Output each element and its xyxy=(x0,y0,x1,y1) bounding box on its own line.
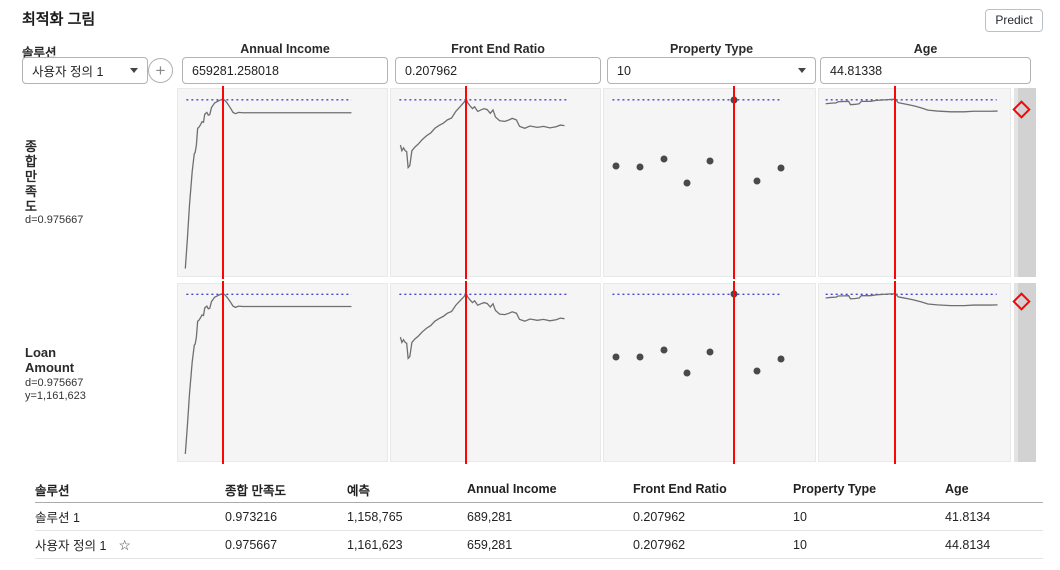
table-row[interactable]: 사용자 정의 1 ☆ 0.975667 1,161,623 659,281 0.2… xyxy=(35,531,1043,559)
table-cell: 44.8134 xyxy=(945,537,991,552)
add-solution-button[interactable]: + xyxy=(148,58,173,83)
table-cell: 10 xyxy=(793,509,807,524)
solution-select[interactable]: 사용자 정의 1 xyxy=(22,57,148,84)
table-cell: 659,281 xyxy=(467,537,513,552)
trace-plot xyxy=(819,284,1010,461)
data-point xyxy=(683,179,691,187)
column-header: Property Type xyxy=(793,482,877,496)
property-type-select-value: 10 xyxy=(617,63,631,78)
prediction-trace-curve xyxy=(185,99,351,269)
prediction-trace-curve xyxy=(826,99,998,112)
factor-header-annual-income: Annual Income xyxy=(240,42,330,56)
data-point xyxy=(683,369,691,377)
data-point xyxy=(660,155,667,163)
column-header: Front End Ratio xyxy=(633,482,727,496)
column-header: Annual Income xyxy=(467,482,557,496)
data-point xyxy=(636,353,644,361)
loan-amount-d-value: d=0.975667 xyxy=(25,377,84,389)
column-header: 솔루션 xyxy=(35,483,70,498)
profiler-plot-loan-amount-front-end-ratio[interactable] xyxy=(390,281,601,464)
table-cell: 41.8134 xyxy=(945,509,991,524)
solution-name: 솔루션 1 xyxy=(35,511,80,525)
column-header: 예측 xyxy=(347,483,371,498)
data-point xyxy=(612,353,620,361)
desirability-trace-strip xyxy=(1014,88,1036,277)
trace-plot xyxy=(391,89,600,276)
trace-plot xyxy=(178,89,387,276)
table-cell: 1,158,765 xyxy=(347,509,403,524)
factor-header-property-type: Property Type xyxy=(669,42,754,56)
front-end-ratio-input[interactable] xyxy=(395,57,601,84)
table-cell: 1,161,623 xyxy=(347,537,403,552)
loan-amount-y-value: y=1,161,623 xyxy=(25,390,86,402)
property-type-select[interactable]: 10 xyxy=(607,57,816,84)
current-value-line[interactable] xyxy=(465,281,468,464)
current-value-line[interactable] xyxy=(733,281,736,464)
solutions-table-header: 솔루션 종합 만족도 예측 Annual Income Front End Ra… xyxy=(35,476,1043,503)
page-title: 최적화 그림 xyxy=(22,11,96,28)
trace-plot xyxy=(178,284,387,461)
profiler-plot-desirability-property-type[interactable] xyxy=(603,86,816,279)
data-point xyxy=(660,346,667,354)
data-point xyxy=(612,162,620,170)
current-value-line[interactable] xyxy=(465,86,468,279)
table-cell: 0.975667 xyxy=(225,537,278,552)
desirability-value: d=0.975667 xyxy=(25,214,84,226)
profiler-plot-desirability-annual-income[interactable] xyxy=(177,86,388,279)
response-label-desirability: 종합만족도 xyxy=(25,139,38,214)
solution-select-value: 사용자 정의 1 xyxy=(32,65,104,79)
factor-header-age: Age xyxy=(913,42,938,56)
trace-plot xyxy=(604,284,815,461)
data-point xyxy=(753,177,761,185)
data-point xyxy=(706,157,714,165)
prediction-trace-curve xyxy=(826,294,998,306)
trace-plot xyxy=(391,284,600,461)
column-header: Age xyxy=(945,482,969,496)
annual-income-input[interactable] xyxy=(182,57,388,84)
prediction-trace-curve xyxy=(400,294,564,359)
chevron-down-icon xyxy=(798,68,806,73)
chevron-down-icon xyxy=(130,68,138,73)
trace-plot xyxy=(604,89,815,276)
table-cell: 10 xyxy=(793,537,807,552)
profiler-plot-loan-amount-age[interactable] xyxy=(818,281,1011,464)
table-row[interactable]: 솔루션 1 0.973216 1,158,765 689,281 0.20796… xyxy=(35,503,1043,531)
profiler-plot-desirability-front-end-ratio[interactable] xyxy=(390,86,601,279)
data-point xyxy=(777,164,785,172)
current-value-line[interactable] xyxy=(221,86,224,279)
table-cell: 0.973216 xyxy=(225,509,278,524)
current-value-line[interactable] xyxy=(733,86,736,279)
solution-name: 사용자 정의 1 ☆ xyxy=(35,537,131,553)
current-value-line[interactable] xyxy=(221,281,224,464)
favorite-star-icon[interactable]: ☆ xyxy=(118,537,131,553)
current-value-line[interactable] xyxy=(894,281,897,464)
desirability-trace-strip xyxy=(1014,283,1036,462)
age-input[interactable] xyxy=(820,57,1031,84)
table-cell: 0.207962 xyxy=(633,537,686,552)
table-cell: 689,281 xyxy=(467,509,513,524)
predict-button[interactable]: Predict xyxy=(985,9,1043,32)
current-value-line[interactable] xyxy=(894,86,897,279)
data-point xyxy=(636,163,644,171)
solutions-table: 솔루션 종합 만족도 예측 Annual Income Front End Ra… xyxy=(35,476,1043,559)
prediction-trace-curve xyxy=(400,99,564,167)
factor-header-front-end-ratio: Front End Ratio xyxy=(451,42,545,56)
data-point xyxy=(777,355,785,363)
profiler-plot-desirability-age[interactable] xyxy=(818,86,1011,279)
data-point xyxy=(706,348,714,356)
profiler-plot-loan-amount-annual-income[interactable] xyxy=(177,281,388,464)
table-cell: 0.207962 xyxy=(633,509,686,524)
trace-plot xyxy=(819,89,1010,276)
solution-label: 솔루션 xyxy=(22,46,57,60)
prediction-trace-curve xyxy=(185,293,351,454)
response-label-loan-amount: Loan Amount xyxy=(25,345,75,375)
data-point xyxy=(753,367,761,375)
column-header: 종합 만족도 xyxy=(225,483,286,498)
profiler-plot-loan-amount-property-type[interactable] xyxy=(603,281,816,464)
